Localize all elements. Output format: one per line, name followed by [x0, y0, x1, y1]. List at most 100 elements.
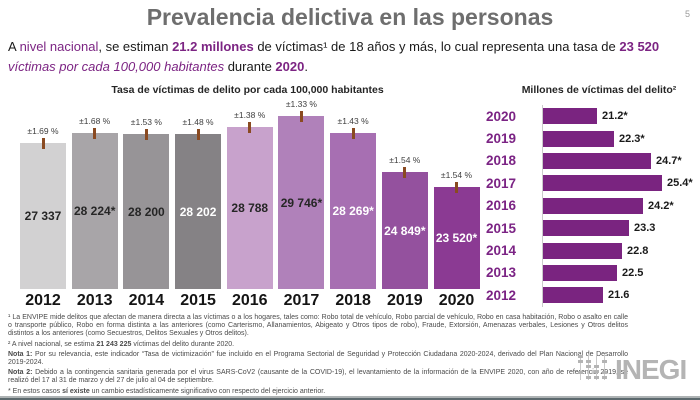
millions-bar — [543, 175, 662, 192]
millions-row: 2019 22.3* — [486, 127, 698, 150]
millions-bar — [543, 152, 651, 169]
millions-bar — [543, 220, 629, 237]
error-bar-tick — [144, 129, 148, 140]
error-bar-tick — [351, 128, 355, 139]
error-margin-label: ±1.54 % — [440, 170, 473, 180]
millions-bar — [543, 130, 614, 147]
rate-bar-value: 28 224* — [74, 204, 116, 218]
footnotes: ¹ La ENVIPE mide delitos que afectan de … — [8, 314, 628, 398]
millions-year-label: 2013 — [486, 265, 517, 281]
page-number: 5 — [684, 9, 690, 19]
millions-bar — [543, 287, 603, 304]
millions-bar-track: 22.3* — [542, 127, 645, 150]
error-bar-tick — [299, 111, 303, 122]
millions-bar-value: 22.5 — [622, 266, 644, 279]
rate-bar-column: ±1.38 % 28 788 — [226, 110, 273, 289]
rate-bar: 24 849* — [381, 167, 428, 289]
millions-year-label: 2020 — [486, 108, 517, 124]
error-bar-tick — [196, 129, 200, 140]
rate-bar-value: 24 849* — [384, 223, 426, 238]
rate-x-label: 2014 — [128, 292, 165, 309]
footnote-nota-1: Nota 1: Por su relevancia, este indicado… — [8, 350, 628, 367]
millions-year-label: 2014 — [486, 243, 517, 259]
rate-chart-title: Tasa de víctimas de delito por cada 100,… — [111, 84, 384, 96]
millions-bar-value: 22.8 — [627, 244, 649, 257]
rate-bar: 28 202 — [175, 129, 222, 289]
error-bar-tick — [455, 182, 458, 193]
error-bar-tick — [248, 122, 252, 133]
inegi-logo: INEGI — [578, 352, 687, 387]
rate-bar: 28 200 — [123, 129, 170, 289]
millions-year-label: 2017 — [486, 175, 517, 191]
rate-bar-column: ±1.54 % 23 520* — [433, 170, 480, 289]
millions-bar-track: 24.2* — [542, 194, 674, 217]
millions-bar-value: 25.4* — [667, 177, 693, 190]
rate-bar-column: ±1.48 % 28 202 — [175, 117, 222, 289]
error-margin-label: ±1.68 % — [79, 116, 111, 126]
error-margin-label: ±1.54 % — [389, 155, 421, 165]
millions-row: 2012 21.6 — [486, 284, 698, 307]
rate-bar: 27 337 — [20, 138, 66, 289]
footnote-nota-2: Nota 2: Debido a la contingencia sanitar… — [8, 369, 628, 385]
rate-bar-value: 28 202 — [179, 204, 217, 219]
millions-chart-title: Millones de víctimas del delito² — [521, 84, 677, 96]
millions-row: 2014 22.8 — [486, 239, 698, 262]
millions-bar-value: 22.3* — [619, 132, 645, 145]
millions-year-label: 2015 — [486, 220, 517, 236]
footnote-asterisk: * En estos casos sí existe un cambio est… — [8, 387, 326, 395]
millions-year-label: 2012 — [486, 287, 517, 303]
millions-row: 2015 23.3 — [486, 216, 698, 240]
rate-bar-column: ±1.53 % 28 200 — [123, 117, 170, 289]
millions-row: 2017 25.4* — [486, 172, 698, 195]
millions-bar-track: 24.7* — [542, 149, 682, 173]
rate-chart-years: 2012 2013 2014 2015 2016 2017 2018 2019 2020 — [15, 292, 480, 310]
rate-bar-value: 28 788 — [231, 201, 269, 215]
millions-bar-value: 21.6 — [608, 289, 630, 302]
error-margin-label: ±1.69 % — [27, 126, 59, 136]
millions-bar — [543, 264, 617, 281]
rate-x-label: 2018 — [335, 292, 371, 309]
millions-bar — [543, 242, 622, 259]
millions-bar-value: 23.3 — [634, 222, 656, 235]
footnote-1: ¹ La ENVIPE mide delitos que afectan de … — [8, 314, 628, 338]
rate-bar: 29 746* — [278, 111, 325, 289]
rate-chart: Tasa de víctimas de delito por cada 100,… — [15, 84, 480, 310]
millions-bar-track: 25.4* — [542, 172, 693, 195]
millions-chart-rows: 2020 21.2* 2019 22.3* 2018 24.7* 2017 25.4* 2016… — [486, 105, 698, 307]
error-margin-label: ±1.48 % — [182, 117, 214, 127]
rate-bar: 28 788 — [226, 122, 273, 289]
rate-bar-value: 29 746* — [280, 195, 323, 210]
rate-x-label: 2016 — [231, 292, 268, 309]
millions-bar-track: 22.5 — [542, 261, 644, 285]
rate-bar-value: 28 269* — [332, 204, 374, 218]
error-margin-label: ±1.53 % — [130, 117, 162, 127]
millions-row: 2020 21.2* — [486, 105, 698, 128]
millions-row: 2016 24.2* — [486, 194, 698, 217]
error-bar-tick — [41, 138, 45, 149]
millions-row: 2013 22.5 — [486, 261, 698, 285]
page-title: Prevalencia delictiva en las personas — [146, 4, 554, 30]
rate-bar-column: ±1.69 % 27 337 — [20, 126, 66, 289]
bottom-strip — [0, 396, 700, 400]
error-bar-tick — [403, 167, 407, 178]
rate-x-label: 2020 — [438, 292, 475, 309]
abacus-icon — [578, 352, 610, 387]
rate-bar-value: 27 337 — [24, 209, 62, 223]
millions-bar — [543, 108, 597, 125]
rate-bar-value: 23 520* — [435, 231, 478, 245]
rate-chart-bars: ±1.69 % 27 337 ±1.68 % 28 224* ±1.53 % 28 200… — [15, 99, 480, 289]
millions-row: 2018 24.7* — [486, 149, 698, 173]
intro-paragraph: A nivel nacional, se estiman 21.2 millon… — [8, 39, 660, 74]
rate-bar-column: ±1.68 % 28 224* — [71, 116, 118, 289]
rate-bar-value: 28 200 — [128, 204, 165, 219]
millions-bar-value: 21.2* — [602, 110, 628, 123]
rate-bar: 28 224* — [71, 128, 118, 289]
millions-year-label: 2016 — [486, 198, 517, 214]
millions-bar — [543, 197, 643, 214]
rate-bar: 23 520* — [433, 182, 480, 289]
rate-x-label: 2015 — [180, 292, 216, 309]
error-margin-label: ±1.33 % — [285, 99, 317, 109]
error-margin-label: ±1.43 % — [337, 116, 369, 126]
rate-x-label: 2017 — [283, 292, 320, 309]
